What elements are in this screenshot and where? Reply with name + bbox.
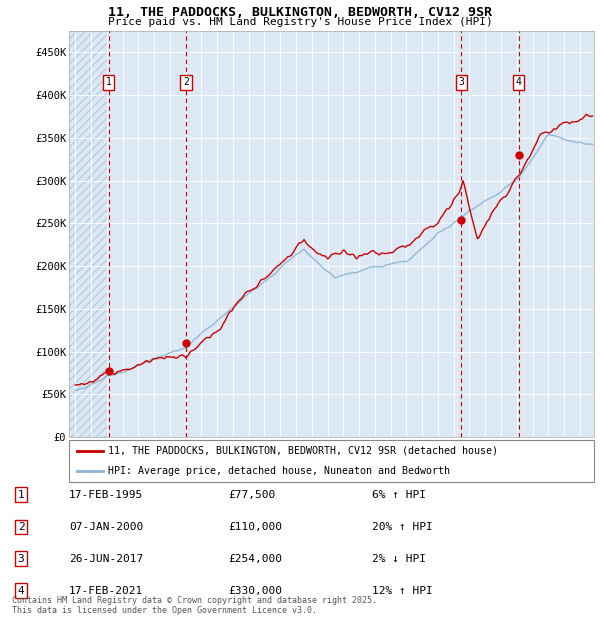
Text: £330,000: £330,000 <box>228 586 282 596</box>
Text: 1: 1 <box>17 490 25 500</box>
Text: £254,000: £254,000 <box>228 554 282 564</box>
Text: 6% ↑ HPI: 6% ↑ HPI <box>372 490 426 500</box>
Text: 12% ↑ HPI: 12% ↑ HPI <box>372 586 433 596</box>
Text: Price paid vs. HM Land Registry's House Price Index (HPI): Price paid vs. HM Land Registry's House … <box>107 17 493 27</box>
Text: £110,000: £110,000 <box>228 522 282 532</box>
Text: 4: 4 <box>516 78 521 87</box>
FancyBboxPatch shape <box>69 440 594 482</box>
Text: 11, THE PADDOCKS, BULKINGTON, BEDWORTH, CV12 9SR (detached house): 11, THE PADDOCKS, BULKINGTON, BEDWORTH, … <box>109 446 499 456</box>
Text: 4: 4 <box>17 586 25 596</box>
Text: HPI: Average price, detached house, Nuneaton and Bedworth: HPI: Average price, detached house, Nune… <box>109 466 451 476</box>
Text: 20% ↑ HPI: 20% ↑ HPI <box>372 522 433 532</box>
Text: 1: 1 <box>106 78 112 87</box>
Text: 3: 3 <box>458 78 464 87</box>
Text: Contains HM Land Registry data © Crown copyright and database right 2025.
This d: Contains HM Land Registry data © Crown c… <box>12 596 377 615</box>
Text: 3: 3 <box>17 554 25 564</box>
Text: 07-JAN-2000: 07-JAN-2000 <box>69 522 143 532</box>
Text: 26-JUN-2017: 26-JUN-2017 <box>69 554 143 564</box>
Text: 11, THE PADDOCKS, BULKINGTON, BEDWORTH, CV12 9SR: 11, THE PADDOCKS, BULKINGTON, BEDWORTH, … <box>108 6 492 19</box>
Text: 2: 2 <box>183 78 189 87</box>
Text: 17-FEB-2021: 17-FEB-2021 <box>69 586 143 596</box>
Text: 2% ↓ HPI: 2% ↓ HPI <box>372 554 426 564</box>
Text: 17-FEB-1995: 17-FEB-1995 <box>69 490 143 500</box>
Text: £77,500: £77,500 <box>228 490 275 500</box>
Text: 2: 2 <box>17 522 25 532</box>
